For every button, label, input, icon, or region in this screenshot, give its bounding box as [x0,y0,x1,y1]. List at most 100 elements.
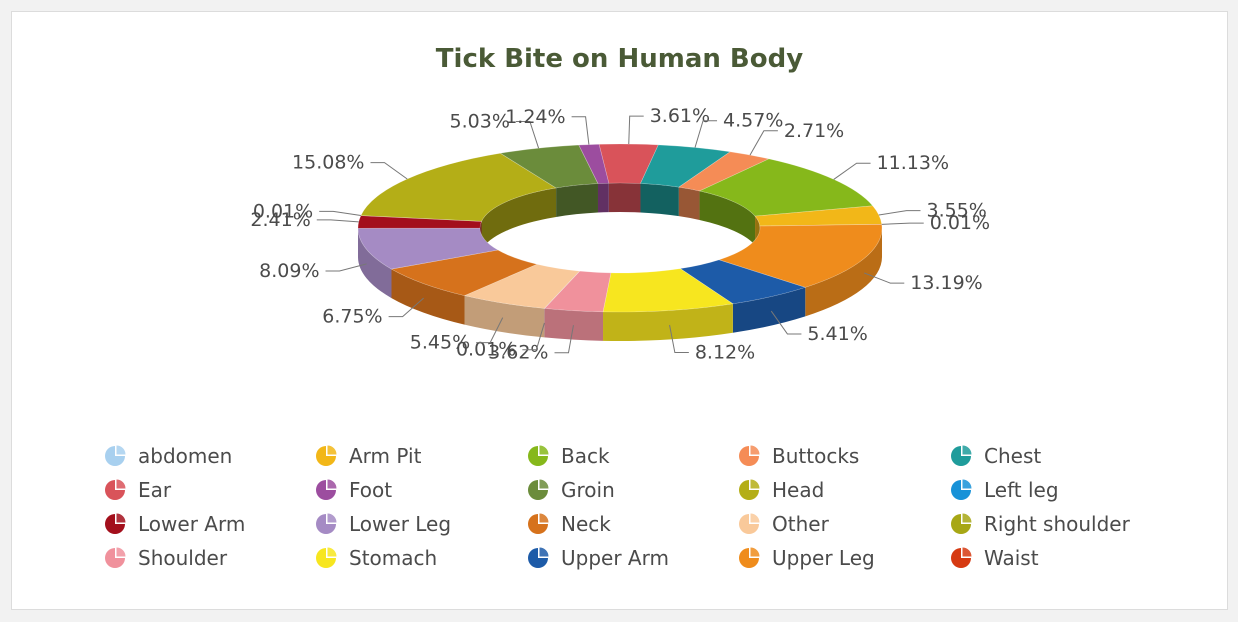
legend-label: Neck [561,512,611,536]
legend-item-ear[interactable]: Ear [104,478,171,502]
slice-neck[interactable] [390,249,538,296]
slice-lower-arm[interactable] [357,215,483,229]
donut-top [357,143,883,313]
slice-outer-wall-stomach [603,303,733,342]
data-label-other: 5.45% [410,332,470,354]
pie-chart-icon [316,547,337,568]
leader-line-chest [694,120,718,148]
legend-item-groin[interactable]: Groin [527,478,615,502]
legend-label: abdomen [138,444,233,468]
legend-label: Lower Leg [349,512,452,536]
slice-inner-wall-head [481,187,557,251]
legend-item-shoulder[interactable]: Shoulder [104,546,227,570]
legend-item-neck[interactable]: Neck [527,512,611,536]
slice-inner-wall-groin [556,183,598,217]
leader-line-upper-leg [863,272,905,284]
data-label-chest: 4.57% [723,110,783,132]
data-label-shoulder: 3.62% [488,342,548,364]
data-label-upper-arm: 5.41% [807,323,867,345]
data-label-stomach: 8.12% [695,341,755,363]
data-label-head: 15.08% [292,152,364,174]
legend-label: Upper Arm [561,546,669,570]
legend-item-abdomen[interactable]: abdomen [104,444,232,468]
legend-label: Other [772,512,829,536]
leader-line-left-leg [522,322,545,351]
legend-label: Lower Arm [138,512,246,536]
pie-chart-icon [739,479,760,500]
legend-label: Ear [138,478,172,502]
slice-chest[interactable] [640,144,731,188]
slice-inner-wall-buttocks [678,187,700,220]
chart-panel: 3.61% 4.57% 2.71% 11.13% 3.55% 0.01% 13.19% 5.4… [11,11,1228,610]
slice-groin[interactable] [499,144,599,189]
pie-chart-icon [951,479,972,500]
pie-chart-icon [951,547,972,568]
slice-outer-wall-lower-leg [358,228,392,299]
legend-label: Back [561,444,610,468]
pie-chart-icon [105,445,126,466]
slice-left-leg[interactable] [543,270,581,309]
legend-label: Foot [349,478,393,502]
slice-head[interactable] [360,152,557,222]
data-label-lower-leg: 8.09% [259,260,319,282]
leader-line-foot [571,116,590,145]
legend-label: Chest [984,444,1042,468]
pie-chart-icon [739,547,760,568]
slice-back[interactable] [698,158,874,217]
legend-label: Upper Leg [772,546,875,570]
legend-item-buttocks[interactable]: Buttocks [738,444,859,468]
leader-line-head [370,162,408,180]
leader-line-buttocks [749,130,778,156]
pie-chart-icon [528,547,549,568]
pie-chart-icon [739,513,760,534]
pie-chart-icon [316,445,337,466]
slice-outer-wall-shoulder [544,308,604,341]
data-label-waist: 0.01% [930,212,990,234]
slice-buttocks[interactable] [678,151,770,192]
data-label-left-leg: 0.01% [456,339,516,361]
legend-item-foot[interactable]: Foot [315,478,392,502]
slice-outer-wall-other [464,295,545,338]
leader-line-lower-leg [325,263,367,272]
legend-item-waist[interactable]: Waist [950,546,1039,570]
data-label-ear: 3.61% [650,105,710,127]
legend-item-back[interactable]: Back [527,444,610,468]
legend-label: Arm Pit [349,444,422,468]
pie-chart-icon [528,445,549,466]
slice-foot[interactable] [578,143,610,184]
legend-item-left-leg[interactable]: Left leg [950,478,1059,502]
legend-item-upper-leg[interactable]: Upper Leg [738,546,875,570]
legend-item-head[interactable]: Head [738,478,824,502]
data-label-groin: 5.03% [450,111,510,133]
data-labels: 3.61% 4.57% 2.71%11.13%3.55%0.01%13.19%5.4… [250,105,990,364]
legend-item-upper-arm[interactable]: Upper Arm [527,546,669,570]
data-label-neck: 6.75% [322,306,382,328]
legend-item-lower-arm[interactable]: Lower Arm [104,512,245,536]
legend-label: Shoulder [138,546,228,570]
pie-chart-icon [105,513,126,534]
slice-upper-arm[interactable] [679,259,807,305]
leader-line-back [833,162,871,180]
legend-label: Right shoulder [984,512,1130,536]
slice-lower-leg[interactable] [357,227,499,270]
slice-upper-leg[interactable] [718,224,883,288]
data-label-foot: 1.24% [505,106,565,128]
leader-line-right-shoulder [319,210,361,217]
pie-chart-icon [316,479,337,500]
chart-title: Tick Bite on Human Body [435,44,804,74]
pie-chart-icon [105,547,126,568]
legend-item-other[interactable]: Other [738,512,829,536]
slice-outer-wall-neck [391,269,465,325]
slice-inner-wall-ear [608,183,641,213]
legend-item-arm-pit[interactable]: Arm Pit [315,444,421,468]
legend-item-lower-leg[interactable]: Lower Leg [315,512,451,536]
legend-item-stomach[interactable]: Stomach [315,546,437,570]
slice-inner-wall-chest [640,183,679,217]
pie-chart-icon [528,513,549,534]
slice-ear[interactable] [598,143,659,184]
legend-item-right-shoulder[interactable]: Right shoulder [950,512,1130,536]
pie-chart-icon [951,445,972,466]
legend-item-chest[interactable]: Chest [950,444,1041,468]
pie-chart-icon [951,513,972,534]
leader-line-stomach [669,324,689,353]
